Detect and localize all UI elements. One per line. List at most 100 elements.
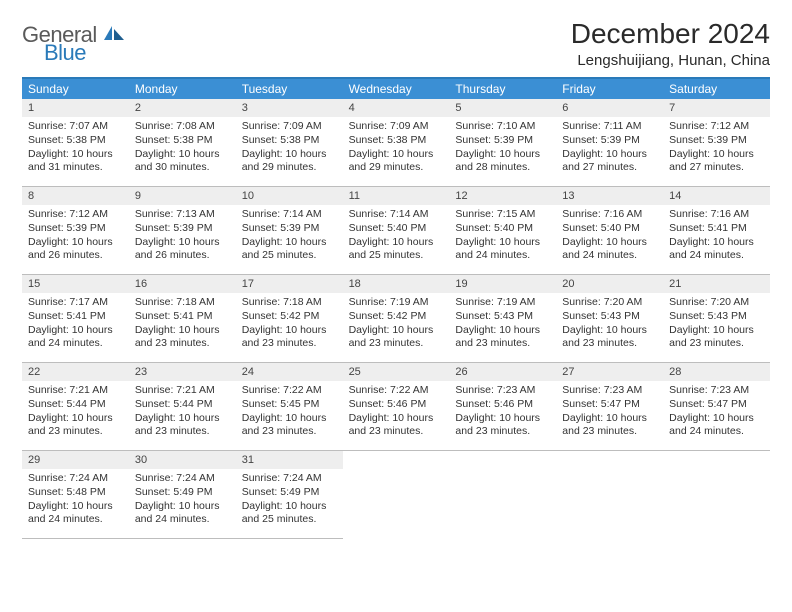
day-number: 2 [129, 99, 236, 117]
day-number: 12 [449, 187, 556, 205]
calendar-grid: SundayMondayTuesdayWednesdayThursdayFrid… [22, 77, 770, 539]
day-details: Sunrise: 7:22 AMSunset: 5:45 PMDaylight:… [236, 381, 343, 443]
day-details: Sunrise: 7:16 AMSunset: 5:40 PMDaylight:… [556, 205, 663, 267]
calendar-cell: 26Sunrise: 7:23 AMSunset: 5:46 PMDayligh… [449, 363, 556, 451]
sunset-line: Sunset: 5:47 PM [669, 398, 764, 412]
calendar-cell: 22Sunrise: 7:21 AMSunset: 5:44 PMDayligh… [22, 363, 129, 451]
location-subtitle: Lengshuijiang, Hunan, China [571, 52, 770, 69]
day-number: 24 [236, 363, 343, 381]
calendar-cell: 19Sunrise: 7:19 AMSunset: 5:43 PMDayligh… [449, 275, 556, 363]
calendar-cell: 18Sunrise: 7:19 AMSunset: 5:42 PMDayligh… [343, 275, 450, 363]
sunset-line: Sunset: 5:42 PM [349, 310, 444, 324]
daylight-line: Daylight: 10 hours and 24 minutes. [28, 500, 123, 527]
calendar-cell: 11Sunrise: 7:14 AMSunset: 5:40 PMDayligh… [343, 187, 450, 275]
day-number: 18 [343, 275, 450, 293]
daylight-line: Daylight: 10 hours and 23 minutes. [135, 412, 230, 439]
sunrise-line: Sunrise: 7:17 AM [28, 296, 123, 310]
calendar-cell: 2Sunrise: 7:08 AMSunset: 5:38 PMDaylight… [129, 99, 236, 187]
weekday-header: Monday [129, 79, 236, 99]
sunset-line: Sunset: 5:40 PM [349, 222, 444, 236]
day-details: Sunrise: 7:20 AMSunset: 5:43 PMDaylight:… [663, 293, 770, 355]
sunset-line: Sunset: 5:38 PM [28, 134, 123, 148]
sunrise-line: Sunrise: 7:21 AM [135, 384, 230, 398]
sunrise-line: Sunrise: 7:15 AM [455, 208, 550, 222]
day-number: 31 [236, 451, 343, 469]
day-number: 15 [22, 275, 129, 293]
sunrise-line: Sunrise: 7:19 AM [349, 296, 444, 310]
sunrise-line: Sunrise: 7:16 AM [562, 208, 657, 222]
weekday-header: Tuesday [236, 79, 343, 99]
day-details: Sunrise: 7:19 AMSunset: 5:42 PMDaylight:… [343, 293, 450, 355]
day-number: 8 [22, 187, 129, 205]
day-details: Sunrise: 7:07 AMSunset: 5:38 PMDaylight:… [22, 117, 129, 179]
sunrise-line: Sunrise: 7:18 AM [135, 296, 230, 310]
daylight-line: Daylight: 10 hours and 23 minutes. [562, 324, 657, 351]
calendar-cell: 29Sunrise: 7:24 AMSunset: 5:48 PMDayligh… [22, 451, 129, 539]
sunset-line: Sunset: 5:46 PM [349, 398, 444, 412]
day-number: 27 [556, 363, 663, 381]
calendar-cell: 23Sunrise: 7:21 AMSunset: 5:44 PMDayligh… [129, 363, 236, 451]
sunrise-line: Sunrise: 7:24 AM [242, 472, 337, 486]
daylight-line: Daylight: 10 hours and 26 minutes. [28, 236, 123, 263]
daylight-line: Daylight: 10 hours and 23 minutes. [669, 324, 764, 351]
daylight-line: Daylight: 10 hours and 25 minutes. [242, 500, 337, 527]
day-details: Sunrise: 7:23 AMSunset: 5:47 PMDaylight:… [556, 381, 663, 443]
sunrise-line: Sunrise: 7:09 AM [242, 120, 337, 134]
sunset-line: Sunset: 5:49 PM [135, 486, 230, 500]
sunrise-line: Sunrise: 7:24 AM [135, 472, 230, 486]
sunrise-line: Sunrise: 7:23 AM [669, 384, 764, 398]
sunrise-line: Sunrise: 7:11 AM [562, 120, 657, 134]
day-details: Sunrise: 7:18 AMSunset: 5:41 PMDaylight:… [129, 293, 236, 355]
day-number: 23 [129, 363, 236, 381]
daylight-line: Daylight: 10 hours and 28 minutes. [455, 148, 550, 175]
calendar-cell: 31Sunrise: 7:24 AMSunset: 5:49 PMDayligh… [236, 451, 343, 539]
calendar-cell: 20Sunrise: 7:20 AMSunset: 5:43 PMDayligh… [556, 275, 663, 363]
day-number: 29 [22, 451, 129, 469]
calendar-cell: 30Sunrise: 7:24 AMSunset: 5:49 PMDayligh… [129, 451, 236, 539]
day-details: Sunrise: 7:18 AMSunset: 5:42 PMDaylight:… [236, 293, 343, 355]
sunset-line: Sunset: 5:41 PM [28, 310, 123, 324]
page-title: December 2024 [571, 18, 770, 50]
daylight-line: Daylight: 10 hours and 26 minutes. [135, 236, 230, 263]
daylight-line: Daylight: 10 hours and 23 minutes. [242, 412, 337, 439]
day-number: 22 [22, 363, 129, 381]
sunrise-line: Sunrise: 7:19 AM [455, 296, 550, 310]
day-details: Sunrise: 7:21 AMSunset: 5:44 PMDaylight:… [129, 381, 236, 443]
daylight-line: Daylight: 10 hours and 24 minutes. [669, 412, 764, 439]
calendar-cell: 12Sunrise: 7:15 AMSunset: 5:40 PMDayligh… [449, 187, 556, 275]
daylight-line: Daylight: 10 hours and 24 minutes. [135, 500, 230, 527]
sunset-line: Sunset: 5:39 PM [562, 134, 657, 148]
sunset-line: Sunset: 5:46 PM [455, 398, 550, 412]
day-number: 7 [663, 99, 770, 117]
daylight-line: Daylight: 10 hours and 23 minutes. [455, 324, 550, 351]
day-details: Sunrise: 7:10 AMSunset: 5:39 PMDaylight:… [449, 117, 556, 179]
calendar-cell: 1Sunrise: 7:07 AMSunset: 5:38 PMDaylight… [22, 99, 129, 187]
sunset-line: Sunset: 5:39 PM [455, 134, 550, 148]
sunset-line: Sunset: 5:41 PM [135, 310, 230, 324]
daylight-line: Daylight: 10 hours and 23 minutes. [455, 412, 550, 439]
sunset-line: Sunset: 5:48 PM [28, 486, 123, 500]
daylight-line: Daylight: 10 hours and 23 minutes. [242, 324, 337, 351]
day-number: 13 [556, 187, 663, 205]
sunset-line: Sunset: 5:44 PM [135, 398, 230, 412]
day-number: 6 [556, 99, 663, 117]
calendar-cell: 5Sunrise: 7:10 AMSunset: 5:39 PMDaylight… [449, 99, 556, 187]
daylight-line: Daylight: 10 hours and 24 minutes. [669, 236, 764, 263]
sunset-line: Sunset: 5:38 PM [349, 134, 444, 148]
day-details: Sunrise: 7:12 AMSunset: 5:39 PMDaylight:… [22, 205, 129, 267]
day-details: Sunrise: 7:16 AMSunset: 5:41 PMDaylight:… [663, 205, 770, 267]
day-details: Sunrise: 7:21 AMSunset: 5:44 PMDaylight:… [22, 381, 129, 443]
sunrise-line: Sunrise: 7:16 AM [669, 208, 764, 222]
calendar-cell: 10Sunrise: 7:14 AMSunset: 5:39 PMDayligh… [236, 187, 343, 275]
sunset-line: Sunset: 5:43 PM [562, 310, 657, 324]
daylight-line: Daylight: 10 hours and 29 minutes. [242, 148, 337, 175]
day-number: 14 [663, 187, 770, 205]
day-number: 1 [22, 99, 129, 117]
sunset-line: Sunset: 5:41 PM [669, 222, 764, 236]
sunset-line: Sunset: 5:39 PM [669, 134, 764, 148]
daylight-line: Daylight: 10 hours and 30 minutes. [135, 148, 230, 175]
sunrise-line: Sunrise: 7:22 AM [349, 384, 444, 398]
sunset-line: Sunset: 5:44 PM [28, 398, 123, 412]
day-number: 10 [236, 187, 343, 205]
day-details: Sunrise: 7:08 AMSunset: 5:38 PMDaylight:… [129, 117, 236, 179]
